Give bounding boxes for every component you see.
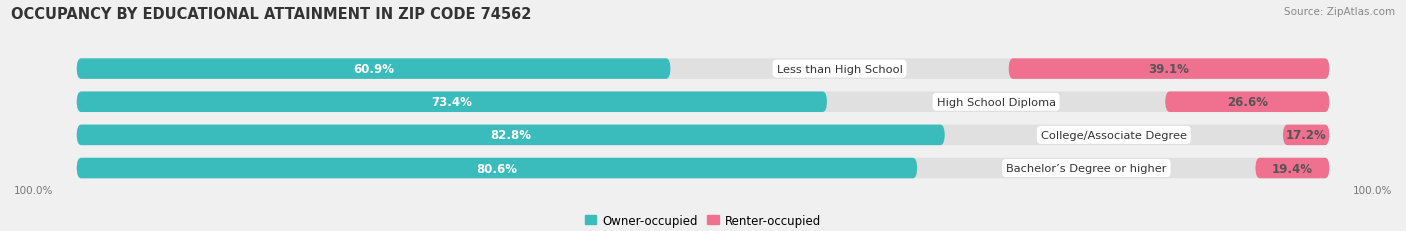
FancyBboxPatch shape [77, 158, 917, 179]
Text: 80.6%: 80.6% [477, 162, 517, 175]
Text: Bachelor’s Degree or higher: Bachelor’s Degree or higher [1007, 163, 1167, 173]
Text: 26.6%: 26.6% [1227, 96, 1268, 109]
Text: 19.4%: 19.4% [1272, 162, 1313, 175]
FancyBboxPatch shape [77, 158, 1329, 179]
FancyBboxPatch shape [77, 125, 945, 146]
FancyBboxPatch shape [1256, 158, 1329, 179]
FancyBboxPatch shape [77, 92, 1329, 112]
Text: 100.0%: 100.0% [14, 185, 53, 195]
Text: 100.0%: 100.0% [1353, 185, 1392, 195]
Text: Source: ZipAtlas.com: Source: ZipAtlas.com [1284, 7, 1395, 17]
Text: OCCUPANCY BY EDUCATIONAL ATTAINMENT IN ZIP CODE 74562: OCCUPANCY BY EDUCATIONAL ATTAINMENT IN Z… [11, 7, 531, 22]
Text: 73.4%: 73.4% [432, 96, 472, 109]
FancyBboxPatch shape [77, 92, 827, 112]
FancyBboxPatch shape [1166, 92, 1329, 112]
Legend: Owner-occupied, Renter-occupied: Owner-occupied, Renter-occupied [579, 209, 827, 231]
Text: 39.1%: 39.1% [1149, 63, 1189, 76]
FancyBboxPatch shape [1282, 125, 1329, 146]
Text: Less than High School: Less than High School [776, 64, 903, 74]
FancyBboxPatch shape [77, 125, 1329, 146]
Text: 82.8%: 82.8% [491, 129, 531, 142]
Text: High School Diploma: High School Diploma [936, 97, 1056, 107]
FancyBboxPatch shape [1008, 59, 1329, 79]
Text: College/Associate Degree: College/Associate Degree [1040, 130, 1187, 140]
FancyBboxPatch shape [77, 59, 1329, 79]
Text: 60.9%: 60.9% [353, 63, 394, 76]
FancyBboxPatch shape [77, 59, 671, 79]
Text: 17.2%: 17.2% [1285, 129, 1326, 142]
